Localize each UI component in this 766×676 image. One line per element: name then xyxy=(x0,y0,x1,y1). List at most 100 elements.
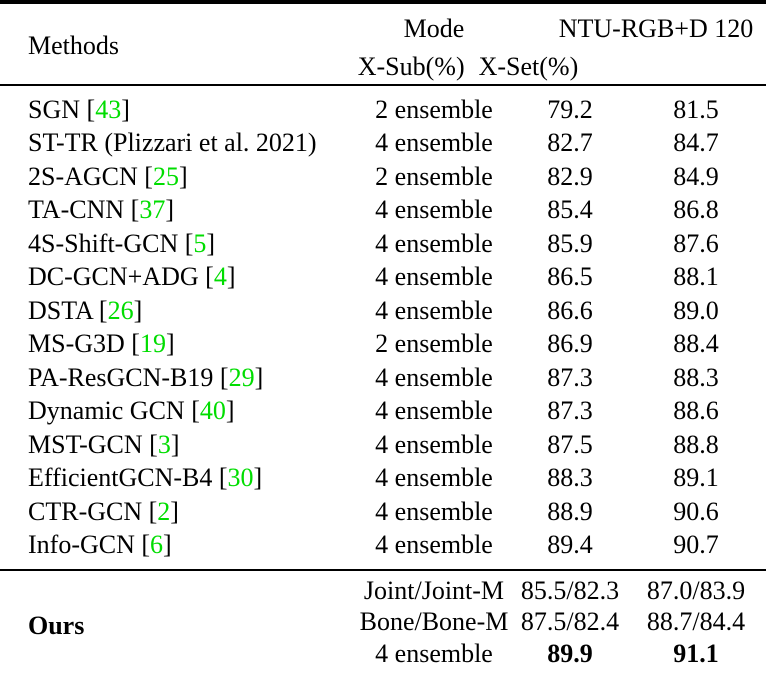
citation-bracket-close: ] xyxy=(165,329,175,359)
citation-bracket-open: [ xyxy=(80,94,96,124)
method-name: EfficientGCN-B4 xyxy=(28,463,213,493)
method-cell: SGN [43] xyxy=(0,85,354,127)
xsub-cell: 86.9 xyxy=(547,329,593,359)
ours-xsub-joint: 85.5/82.3 xyxy=(520,575,620,605)
citation-bracket-open: [ xyxy=(178,228,194,258)
ours-xset-bone: 88.7/84.4 xyxy=(646,607,746,637)
citation-bracket-open: [ xyxy=(134,530,151,560)
mode-cell: 4 ensemble xyxy=(375,195,493,225)
xsub-cell: 86.5 xyxy=(547,262,593,292)
citation-bracket-open: [ xyxy=(137,161,153,191)
mode-cell: 4 ensemble xyxy=(375,228,493,258)
ours-mode-bone: Bone/Bone-M xyxy=(359,607,509,637)
header-metrics-cell: X-Sub(%) X-Set(%) xyxy=(354,50,626,85)
table-row: DC-GCN+ADG [4] 4 ensemble 86.5 88.1 xyxy=(0,261,766,295)
table-row: SGN [43] 2 ensemble 79.2 81.5 xyxy=(0,85,766,127)
citation-bracket-open: [ xyxy=(184,396,200,426)
citation: [43] xyxy=(80,95,130,124)
header-xset: X-Set(%) xyxy=(478,52,579,81)
ours-section: Ours Joint/Joint-M 85.5/82.3 87.0/83.9 B… xyxy=(0,570,766,676)
citation-number: 5 xyxy=(193,228,207,258)
xset-cell: 84.9 xyxy=(673,161,719,191)
method-cell: Info-GCN [6] xyxy=(0,529,354,571)
xset-cell: 89.0 xyxy=(673,295,719,325)
xset-cell: 90.6 xyxy=(673,496,719,526)
citation-bracket-close: ] xyxy=(170,496,179,526)
xset-cell: 88.1 xyxy=(673,262,719,292)
citation-bracket-open: [ xyxy=(92,295,108,325)
method-cell: TA-CNN [37] xyxy=(0,194,354,228)
ours-label: Ours xyxy=(28,611,85,641)
citation-bracket-close: ] xyxy=(225,396,235,426)
method-cell: DSTA [26] xyxy=(0,294,354,328)
citation: [29] xyxy=(213,363,263,392)
method-name: Dynamic GCN xyxy=(28,396,185,426)
xsub-cell: 85.9 xyxy=(547,228,593,258)
table-row: Dynamic GCN [40] 4 ensemble 87.3 88.6 xyxy=(0,395,766,429)
xset-cell: 84.7 xyxy=(673,128,719,158)
method-name: PA-ResGCN-B19 xyxy=(28,362,214,392)
xset-cell: 90.7 xyxy=(673,530,719,560)
citation-bracket-close: ] xyxy=(170,429,180,459)
xset-cell: 88.8 xyxy=(673,429,719,459)
mode-cell: 4 ensemble xyxy=(375,429,493,459)
mode-cell: 4 ensemble xyxy=(375,295,493,325)
table-row: MST-GCN [3] 4 ensemble 87.5 88.8 xyxy=(0,428,766,462)
ours-xset-ensemble: 91.1 xyxy=(673,638,719,668)
xset-cell: 87.6 xyxy=(673,228,719,258)
ours-row-joint: Ours Joint/Joint-M 85.5/82.3 87.0/83.9 xyxy=(0,570,766,638)
table-row: EfficientGCN-B4 [30] 4 ensemble 88.3 89.… xyxy=(0,462,766,496)
method-name: DC-GCN+ADG xyxy=(28,262,199,292)
xsub-cell: 82.7 xyxy=(547,128,593,158)
method-name: DSTA xyxy=(28,295,93,325)
citation: [4] xyxy=(198,262,236,292)
citation-number: 4 xyxy=(213,262,227,292)
xset-cell: 88.4 xyxy=(673,329,719,359)
citation-bracket-open: [ xyxy=(198,262,214,292)
xsub-cell: 85.4 xyxy=(547,195,593,225)
xsub-cell: 89.4 xyxy=(547,530,593,560)
xsub-cell: 88.9 xyxy=(547,496,593,526)
citation-bracket-close: ] xyxy=(165,195,174,225)
mode-cell: 4 ensemble xyxy=(375,396,493,426)
citation: [26] xyxy=(92,296,142,325)
xsub-cell: 87.5 xyxy=(547,429,593,459)
citation: [2] xyxy=(142,497,179,526)
citation-number: 29 xyxy=(228,362,255,392)
citation-bracket-close: ] xyxy=(226,262,236,292)
method-cell: 4S-Shift-GCN [5] xyxy=(0,227,354,261)
citation-number: 2 xyxy=(157,496,171,526)
table-row: DSTA [26] 4 ensemble 86.6 89.0 xyxy=(0,294,766,328)
citation-bracket-close: ] xyxy=(133,295,143,325)
method-cell: MS-G3D [19] xyxy=(0,328,354,362)
citation: [37] xyxy=(124,195,174,224)
table-row: CTR-GCN [2] 4 ensemble 88.9 90.6 xyxy=(0,495,766,529)
method-name: CTR-GCN xyxy=(28,496,143,526)
ours-mode-joint: Joint/Joint-M xyxy=(363,575,505,605)
mode-cell: 4 ensemble xyxy=(375,530,493,560)
citation-number: 43 xyxy=(95,94,122,124)
citation-number: 19 xyxy=(139,329,166,359)
method-cell: CTR-GCN [2] xyxy=(0,495,354,529)
ours-row-bone: Bone/Bone-M 87.5/82.4 88.7/84.4 xyxy=(0,607,766,639)
citation-number: 30 xyxy=(227,463,254,493)
method-name: MST-GCN xyxy=(28,429,143,459)
citation-number: 40 xyxy=(199,396,226,426)
ours-xset-joint: 87.0/83.9 xyxy=(646,575,746,605)
citation-bracket-close: ] xyxy=(163,530,172,560)
header-methods: Methods xyxy=(28,31,119,60)
citation: [19] xyxy=(125,329,175,359)
citation: [5] xyxy=(178,229,215,258)
table-header: Methods Mode NTU-RGB+D 120 X-Sub(%) X-Se… xyxy=(0,2,766,85)
header-dataset-cell: NTU-RGB+D 120 xyxy=(514,2,766,50)
citation: [6] xyxy=(134,530,172,560)
method-cell: PA-ResGCN-B19 [29] xyxy=(0,361,354,395)
method-cell: ST-TR (Plizzari et al. 2021) xyxy=(0,127,354,161)
method-name: ST-TR (Plizzari et al. 2021) xyxy=(28,128,317,158)
method-name: 4S-Shift-GCN xyxy=(28,228,179,258)
citation-bracket-open: [ xyxy=(124,195,140,225)
citation-number: 6 xyxy=(150,530,164,560)
header-row-2: X-Sub(%) X-Set(%) xyxy=(0,50,766,85)
citation-number: 26 xyxy=(107,295,134,325)
